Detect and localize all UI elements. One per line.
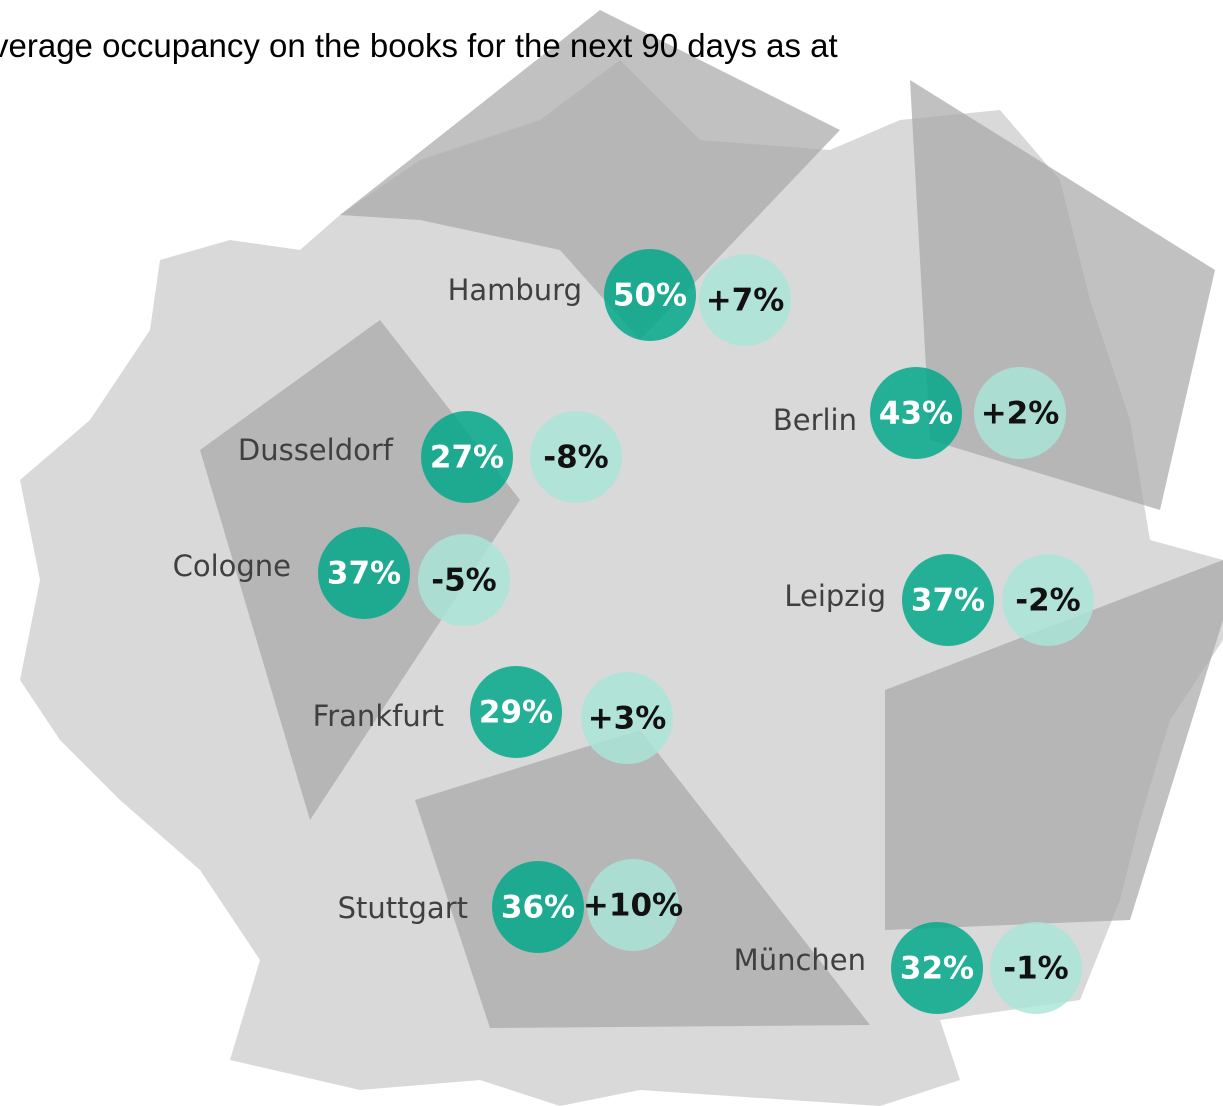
dark-region: [340, 10, 840, 340]
dark-region: [885, 560, 1223, 930]
change-label: -5%: [431, 563, 497, 599]
occupancy-label: 50%: [613, 278, 687, 314]
city-label: Berlin: [773, 403, 857, 437]
city-label: Dusseldorf: [238, 433, 394, 467]
occupancy-circle: [318, 527, 410, 619]
occupancy-label: 29%: [479, 695, 553, 731]
occupancy-label: 43%: [879, 396, 953, 432]
change-circle: [581, 672, 673, 764]
occupancy-label: 36%: [501, 890, 575, 926]
occupancy-circle: [421, 411, 513, 503]
change-circle: [418, 534, 510, 626]
city-label: Leipzig: [784, 579, 886, 613]
dark-region: [910, 80, 1215, 510]
map-background: [20, 10, 1223, 1106]
change-circle: [974, 367, 1066, 459]
change-circle: [587, 859, 679, 951]
occupancy-label: 37%: [911, 583, 985, 619]
subtitle: verage occupancy on the books for the ne…: [0, 27, 838, 64]
occupancy-label: 32%: [900, 951, 974, 987]
change-label: +10%: [583, 888, 683, 924]
change-label: -1%: [1003, 951, 1069, 987]
occupancy-circle: [470, 666, 562, 758]
change-circle: [530, 411, 622, 503]
occupancy-circle: [604, 249, 696, 341]
change-circle: [699, 254, 791, 346]
city-label: Stuttgart: [338, 891, 468, 925]
occupancy-label: 37%: [327, 556, 401, 592]
occupancy-circle: [902, 554, 994, 646]
change-circle: [990, 922, 1082, 1014]
change-label: -2%: [1015, 583, 1081, 619]
change-label: +7%: [706, 283, 785, 319]
occupancy-circle: [492, 861, 584, 953]
city-label: München: [734, 943, 866, 977]
occupancy-circle: [891, 922, 983, 1014]
city-label: Cologne: [173, 549, 291, 583]
city-label: Hamburg: [448, 273, 582, 307]
city-label: Frankfurt: [313, 699, 444, 733]
change-circle: [1002, 554, 1094, 646]
change-label: -8%: [543, 440, 609, 476]
change-label: +3%: [588, 701, 667, 737]
occupancy-circle: [870, 367, 962, 459]
occupancy-label: 27%: [430, 440, 504, 476]
change-label: +2%: [981, 396, 1060, 432]
